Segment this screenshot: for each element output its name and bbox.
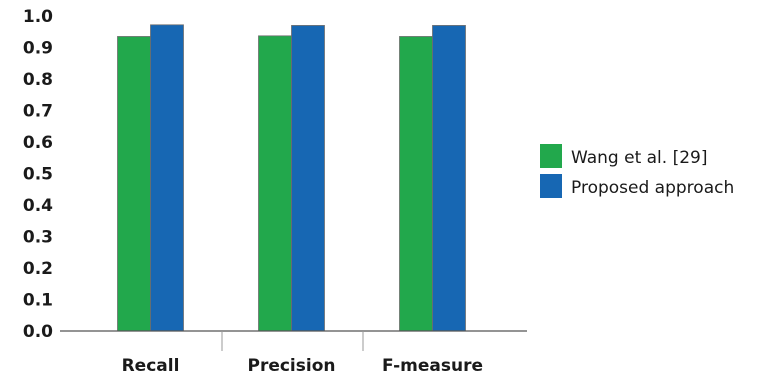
bars <box>117 24 466 332</box>
legend-label: Wang et al. [29] <box>571 148 707 168</box>
x-category-label: Recall <box>122 356 180 376</box>
x-category-label: F-measure <box>382 356 483 376</box>
bar-f-measure-series-0 <box>399 36 433 332</box>
x-category-label: Precision <box>247 356 335 376</box>
bar-precision-series-1 <box>291 25 325 332</box>
y-tick-label: 0.2 <box>23 259 53 279</box>
y-tick-label: 0.5 <box>23 165 53 185</box>
y-tick-label: 0.7 <box>23 102 53 122</box>
legend: Wang et al. [29] Proposed approach <box>540 144 734 198</box>
legend-swatch <box>540 174 562 198</box>
y-tick-label: 0.6 <box>23 133 53 153</box>
y-tick-label: 0.0 <box>23 322 53 342</box>
legend-swatch <box>540 144 562 168</box>
y-axis-ticks: 0.0 0.1 0.2 0.3 0.4 0.5 0.6 0.7 0.8 0.9 1.0 <box>23 7 53 342</box>
bar-recall-series-0 <box>117 36 151 332</box>
y-tick-label: 0.9 <box>23 39 53 59</box>
legend-label: Proposed approach <box>571 178 734 198</box>
y-tick-label: 0.8 <box>23 70 53 90</box>
bar-f-measure-series-1 <box>432 25 466 332</box>
x-axis-labels: Recall Precision F-measure <box>122 331 483 376</box>
y-tick-label: 0.1 <box>23 291 53 311</box>
y-tick-label: 1.0 <box>23 7 53 27</box>
bar-recall-series-1 <box>150 24 184 332</box>
y-tick-label: 0.4 <box>23 196 53 216</box>
bar-precision-series-0 <box>258 35 292 332</box>
y-tick-label: 0.3 <box>23 228 53 248</box>
